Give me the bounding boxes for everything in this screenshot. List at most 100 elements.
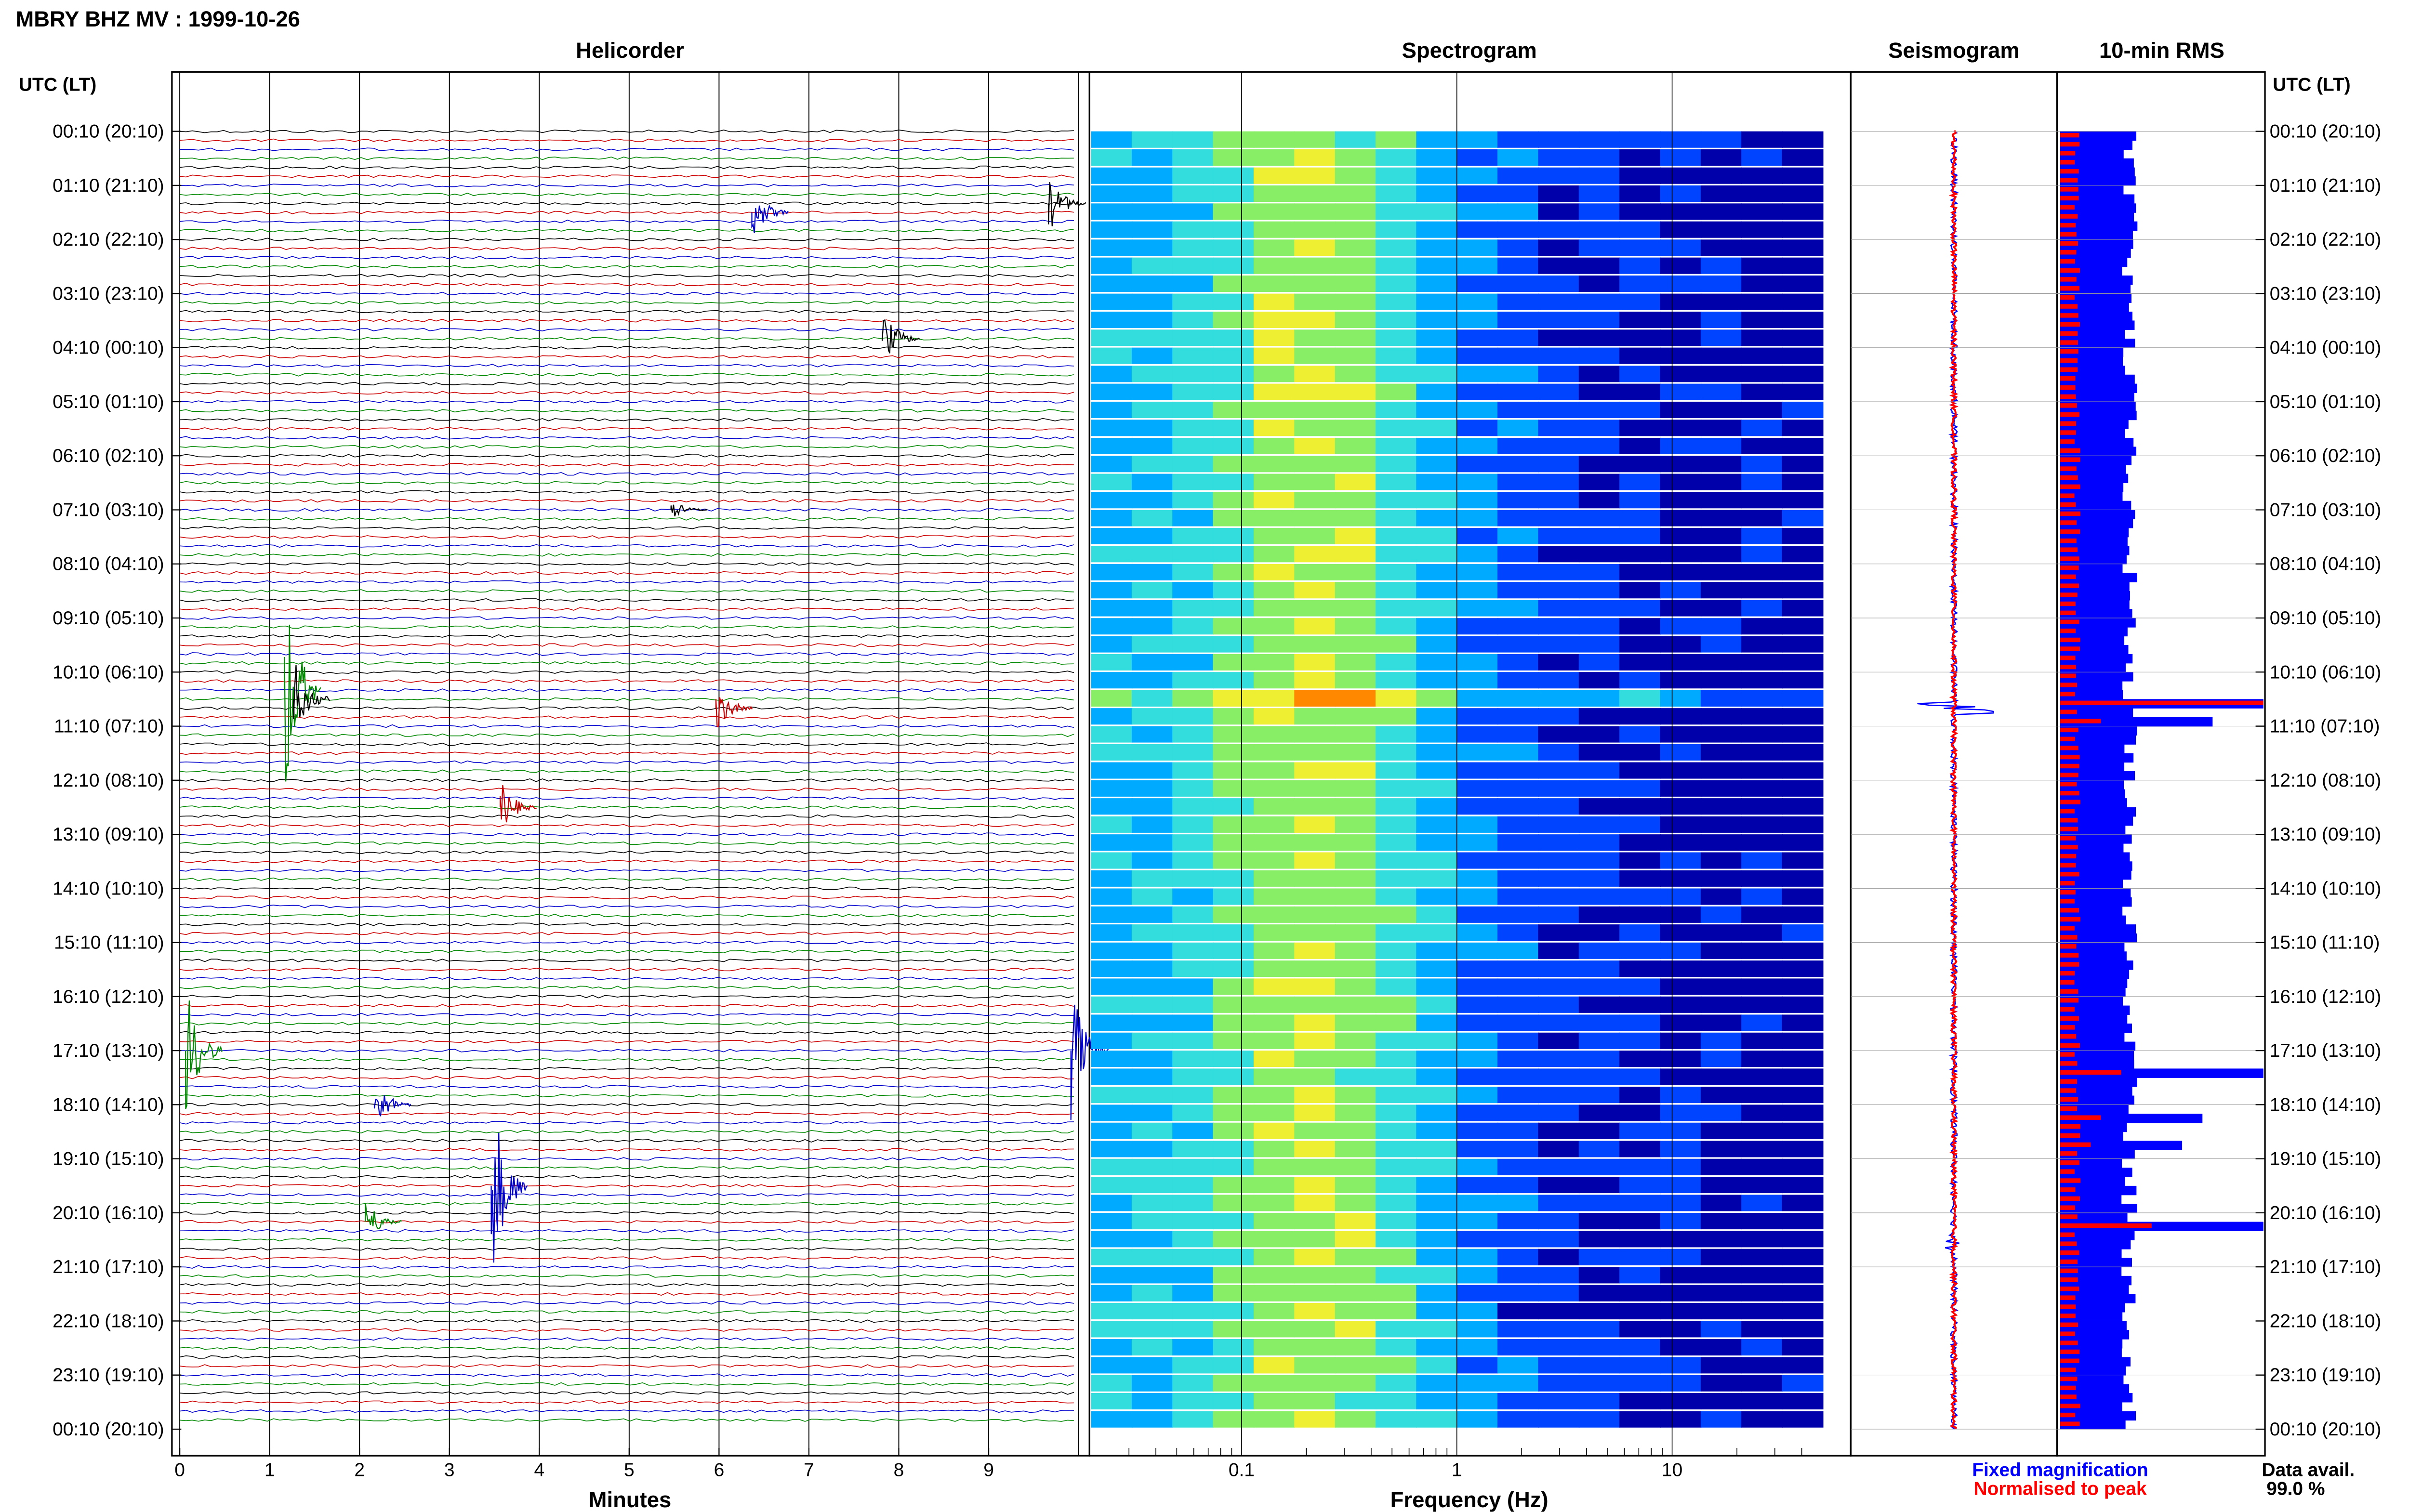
spectrogram-cell — [1376, 744, 1417, 761]
spectrogram-cell — [1660, 1213, 1702, 1230]
spectrogram-cell — [1456, 257, 1498, 274]
spectrogram-cell — [1335, 383, 1377, 400]
spectrogram-cell — [1416, 690, 1458, 707]
spectrogram-cell — [1619, 636, 1661, 653]
spectrogram-cell — [1091, 888, 1133, 905]
spectrogram-cell — [1091, 1375, 1133, 1392]
minute-tick-label: 8 — [894, 1459, 904, 1480]
spectrogram-cell — [1091, 654, 1133, 671]
spectrogram-cell — [1741, 600, 1783, 617]
spectrogram-cell — [1131, 185, 1173, 202]
spectrogram-cell — [1091, 420, 1133, 436]
spectrogram-cell — [1619, 1158, 1661, 1175]
frequency-tick-label: 0.1 — [1229, 1459, 1255, 1480]
helicorder-trace — [179, 905, 1074, 908]
spectrogram-cell — [1456, 1087, 1498, 1104]
spectrogram-cell — [1538, 456, 1580, 473]
spectrogram-cell — [1578, 1357, 1620, 1374]
rms-normalised-bar — [2060, 232, 2077, 237]
rms-normalised-bar — [2060, 790, 2079, 796]
spectrogram-cell — [1456, 816, 1498, 833]
helicorder-trace — [180, 562, 1074, 566]
spectrogram-cell — [1335, 1267, 1377, 1284]
spectrogram-cell — [1294, 1339, 1336, 1356]
spectrogram-cell — [1741, 1158, 1783, 1175]
spectrogram-cell — [1335, 1032, 1377, 1049]
spectrogram-cell — [1660, 167, 1702, 184]
spectrogram-cell — [1456, 1249, 1498, 1265]
rms-normalised-bar — [2060, 1367, 2076, 1372]
spectrogram-cell — [1376, 618, 1417, 635]
rms-normalised-bar — [2060, 132, 2079, 138]
spectrogram-cell — [1294, 492, 1336, 509]
spectrogram-cell — [1782, 852, 1824, 869]
helicorder-trace — [180, 1130, 1074, 1134]
spectrogram-cell — [1782, 347, 1824, 364]
spectrogram-cell — [1497, 816, 1539, 833]
spectrogram-cell — [1253, 672, 1295, 689]
spectrogram-cell — [1578, 1285, 1620, 1302]
spectrogram-cell — [1091, 221, 1133, 238]
spectrogram-cell — [1578, 492, 1620, 509]
time-tick-label-left: 11:10 (07:10) — [54, 716, 164, 737]
spectrogram-cell — [1741, 527, 1783, 544]
helicorder-trace — [179, 291, 1074, 296]
spectrogram-cell — [1456, 366, 1498, 382]
spectrogram-cell — [1294, 978, 1336, 995]
spectrogram-cell — [1578, 221, 1620, 238]
spectrogram-cell — [1416, 1087, 1458, 1104]
spectrogram-cell — [1741, 1357, 1783, 1374]
spectrogram-cell — [1172, 1393, 1214, 1410]
spectrogram-cell — [1172, 1158, 1214, 1175]
spectrogram-cell — [1131, 239, 1173, 256]
spectrogram-cell — [1091, 1231, 1133, 1248]
spectrogram-cell — [1335, 456, 1377, 473]
spectrogram-cell — [1416, 311, 1458, 329]
rms-bar — [2060, 1051, 2134, 1060]
spectrogram-cell — [1335, 1357, 1377, 1374]
spectrogram-cell — [1741, 852, 1783, 869]
spectrogram-cell — [1782, 293, 1824, 310]
spectrogram-cell — [1456, 221, 1498, 238]
spectrogram-cell — [1456, 618, 1498, 635]
spectrogram-cell — [1456, 1014, 1498, 1031]
spectrogram-cell — [1497, 1231, 1539, 1248]
spectrogram-cell — [1578, 942, 1620, 959]
spectrogram-cell — [1578, 870, 1620, 887]
spectrogram-cell — [1335, 329, 1377, 346]
spectrogram-cell — [1619, 618, 1661, 635]
rms-normalised-bar — [2060, 205, 2075, 210]
spectrogram-cell — [1619, 690, 1661, 707]
spectrogram-cell — [1294, 798, 1336, 815]
spectrogram-cell — [1253, 1357, 1295, 1374]
spectrogram-cell — [1172, 978, 1214, 995]
rms-normalised-bar — [2060, 1268, 2078, 1273]
spectrogram-cell — [1497, 1087, 1539, 1104]
spectrogram-cell — [1416, 1249, 1458, 1265]
spectrogram-cell — [1700, 221, 1742, 238]
spectrogram-cell — [1538, 546, 1580, 563]
rms-normalised-bar — [2060, 1295, 2076, 1300]
time-tick-label-left: 04:10 (00:10) — [53, 338, 164, 358]
spectrogram-cell — [1538, 492, 1580, 509]
rms-normalised-bar — [2060, 628, 2076, 633]
spectrogram-cell — [1741, 203, 1783, 220]
rms-bar — [2060, 1258, 2132, 1267]
rms-bar — [2060, 212, 2134, 222]
spectrogram-cell — [1172, 401, 1214, 419]
helicorder-trace — [179, 1093, 1074, 1098]
spectrogram-cell — [1131, 1177, 1173, 1194]
seismic-event — [185, 1000, 223, 1109]
spectrogram-cell — [1619, 257, 1661, 274]
rms-bar — [2060, 771, 2135, 781]
helicorder-trace — [179, 1238, 1074, 1242]
time-tick-label-right: 07:10 (03:10) — [2270, 500, 2382, 520]
spectrogram-cell — [1294, 1068, 1336, 1085]
spectrogram-title: Spectrogram — [1402, 38, 1537, 63]
spectrogram-cell — [1619, 546, 1661, 563]
time-tick-label-left: 01:10 (21:10) — [53, 175, 164, 196]
rms-normalised-bar — [2060, 520, 2077, 525]
spectrogram-cell — [1335, 960, 1377, 977]
spectrogram-cell — [1253, 420, 1295, 436]
spectrogram-cell — [1213, 329, 1255, 346]
